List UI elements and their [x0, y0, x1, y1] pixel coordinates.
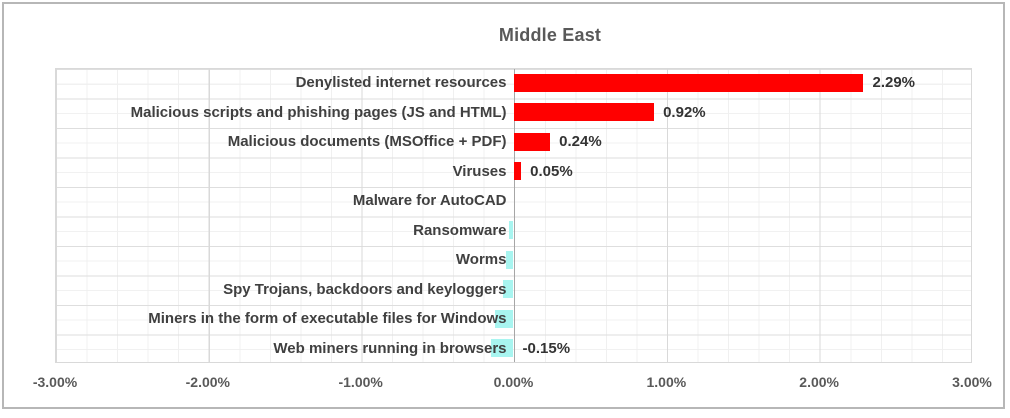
- bar: [502, 280, 514, 299]
- bar: [513, 162, 522, 181]
- category-label: Miners in the form of executable files f…: [148, 310, 507, 327]
- value-label: 2.29%: [872, 74, 916, 91]
- category-label: Denylisted internet resources: [295, 74, 507, 91]
- bar: [505, 250, 514, 269]
- bar: [490, 339, 514, 358]
- category-label: Malware for AutoCAD: [352, 192, 507, 209]
- x-axis-tick-label: 3.00%: [952, 374, 992, 390]
- category-label: Ransomware: [413, 221, 507, 239]
- category-label: Web miners running in browsers: [273, 339, 507, 357]
- x-axis-tick-label: 0.00%: [493, 374, 534, 390]
- category-label: Malicious scripts and phishing pages (JS…: [130, 103, 507, 121]
- x-axis-tick-label: 2.00%: [799, 374, 840, 390]
- value-label: 0.05%: [530, 162, 573, 180]
- x-axis-tick-label: 1.00%: [646, 374, 687, 390]
- x-axis-tick-label: -2.00%: [185, 374, 231, 390]
- value-label: -0.15%: [522, 339, 571, 357]
- category-label: Spy Trojans, backdoors and keyloggers: [223, 280, 507, 298]
- bar: [513, 73, 864, 92]
- bar: [513, 132, 551, 151]
- value-label: 0.24%: [559, 133, 602, 150]
- bar: [513, 103, 655, 122]
- bar: [495, 309, 514, 328]
- chart-title: Middle East: [498, 25, 602, 45]
- bar: [508, 221, 514, 240]
- x-axis-tick-label: -1.00%: [338, 374, 383, 390]
- category-label: Viruses: [452, 162, 507, 180]
- zero-axis-line: [513, 69, 515, 362]
- category-label: Malicious documents (MSOffice + PDF): [227, 133, 507, 150]
- value-label: 0.92%: [663, 103, 706, 121]
- category-label: Worms: [455, 251, 507, 268]
- x-axis-tick-label: -3.00%: [32, 374, 78, 390]
